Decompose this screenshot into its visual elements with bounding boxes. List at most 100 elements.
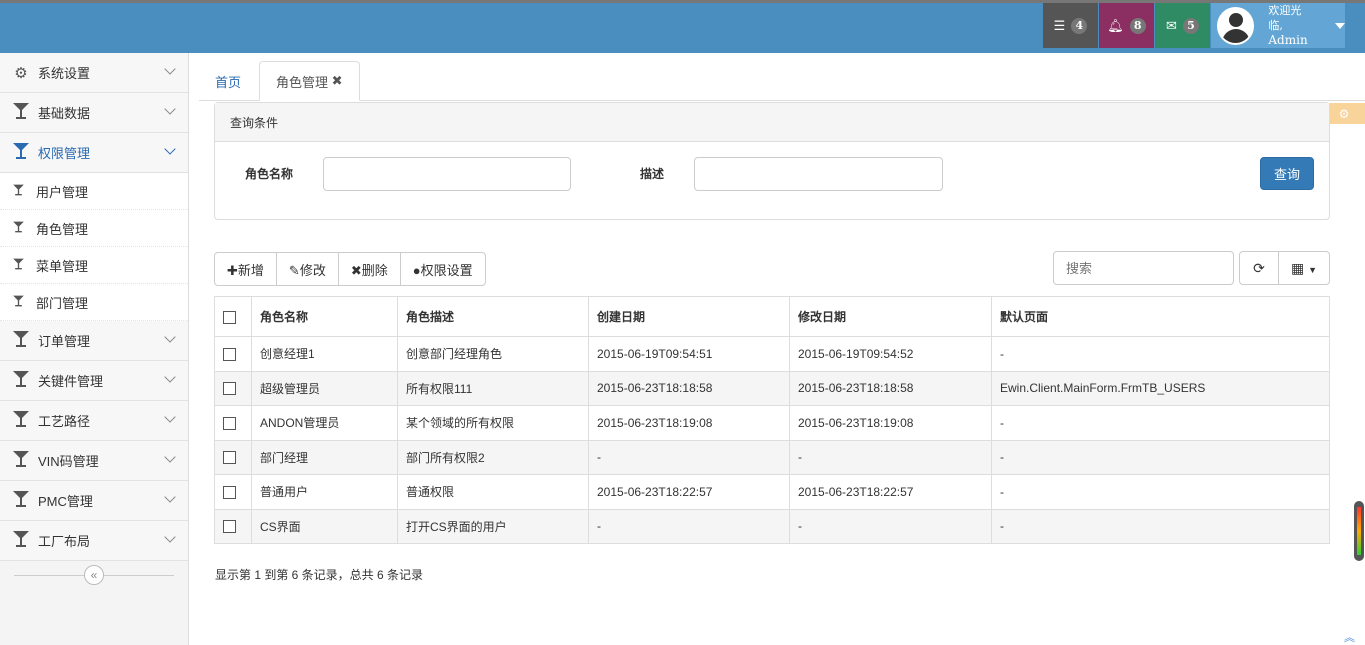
columns-button[interactable]: ▦ ▼	[1278, 251, 1330, 285]
sidebar-item-label: PMC管理	[38, 494, 93, 509]
sidebar-subitem[interactable]: 菜单管理	[0, 247, 188, 284]
row-checkbox[interactable]	[223, 520, 236, 534]
edit-button[interactable]: ✎修改	[275, 252, 339, 286]
add-label: 新增	[237, 262, 264, 278]
perm-label: 权限设置	[420, 262, 473, 278]
column-header[interactable]: 默认页面	[991, 296, 1330, 337]
welcome-text: 欢迎光临,	[1268, 4, 1302, 32]
filter-icon	[12, 450, 30, 472]
table-row[interactable]: 普通用户 普通权限 2015-06-23T18:22:57 2015-06-23T18…	[214, 474, 1330, 510]
tasks-badge: 4	[1071, 17, 1088, 34]
role-name-input[interactable]	[323, 157, 571, 191]
sidebar-item[interactable]: 权限管理	[0, 133, 188, 173]
desc-input[interactable]	[694, 157, 943, 191]
messages-badge: 5	[1182, 17, 1199, 34]
sidebar-item[interactable]: 工厂布局	[0, 521, 188, 561]
sidebar-subitem[interactable]: 部门管理	[0, 284, 188, 321]
table-row[interactable]: 超级管理员 所有权限111 2015-06-23T18:18:58 2015-06-2…	[214, 370, 1330, 406]
sidebar-item[interactable]: 关键件管理	[0, 361, 188, 401]
close-icon[interactable]: ✖	[331, 73, 343, 88]
messages-button[interactable]: ✉ 5	[1155, 3, 1210, 48]
table-cell: 超级管理员	[251, 370, 398, 406]
sidebar-item[interactable]: PMC管理	[0, 481, 188, 521]
table-cell: Ewin.Client.MainForm.FrmTB_USERS	[991, 370, 1330, 406]
column-header[interactable]: 创建日期	[588, 296, 790, 337]
row-checkbox[interactable]	[223, 382, 236, 396]
column-header[interactable]: 角色描述	[397, 296, 589, 337]
table-cell: 创意部门经理角色	[397, 336, 589, 372]
sidebar-item[interactable]: 工艺路径	[0, 401, 188, 441]
chevron-down-icon	[164, 103, 176, 115]
scroll-indicator[interactable]	[1354, 501, 1364, 561]
sidebar-subitem-label: 角色管理	[36, 221, 89, 237]
row-checkbox[interactable]	[223, 416, 236, 430]
row-checkbox[interactable]	[223, 347, 236, 361]
table-row[interactable]: ANDON管理员 某个领域的所有权限 2015-06-23T18:19:08 2015…	[214, 405, 1330, 441]
filter-icon	[12, 410, 30, 432]
table-cell: 2015-06-19T09:54:51	[588, 336, 790, 372]
caret-down-icon	[1335, 22, 1345, 29]
table-cell: -	[588, 439, 790, 475]
table-cell: 某个领域的所有权限	[397, 405, 589, 441]
sidebar-item[interactable]: ⚙ 系统设置	[0, 53, 188, 93]
table-cell: 2015-06-23T18:18:58	[588, 370, 790, 406]
back-to-top-icon[interactable]: ︽	[1344, 632, 1355, 644]
row-checkbox[interactable]	[223, 451, 236, 465]
sidebar-item-label: 订单管理	[38, 334, 91, 349]
column-header[interactable]: 修改日期	[789, 296, 992, 337]
settings-gear-button[interactable]: ⚙	[1323, 103, 1365, 124]
tasks-button[interactable]: ☰ 4	[1043, 3, 1098, 48]
sidebar-item[interactable]: VIN码管理	[0, 441, 188, 481]
table-toolbar: ✚新增 ✎修改 ✖删除 ●权限设置	[214, 252, 486, 286]
table-cell: 2015-06-23T18:19:08	[588, 405, 790, 441]
sidebar-item-label: 权限管理	[38, 146, 91, 161]
sidebar-item[interactable]: 基础数据	[0, 93, 188, 133]
table-cell: 2015-06-23T18:18:58	[789, 370, 992, 406]
column-header[interactable]: 角色名称	[251, 296, 398, 337]
table-cell: 2015-06-23T18:22:57	[789, 474, 992, 510]
table-cell: 2015-06-19T09:54:52	[789, 336, 992, 372]
sidebar-item-label: 关键件管理	[38, 374, 104, 389]
add-button[interactable]: ✚新增	[214, 252, 277, 286]
sidebar-subitem[interactable]: 用户管理	[0, 173, 188, 210]
permission-settings-button[interactable]: ●权限设置	[399, 252, 486, 286]
tab-role-management[interactable]: 角色管理 ✖	[259, 61, 360, 101]
table-cell: 创意经理1	[251, 336, 398, 372]
row-checkbox[interactable]	[223, 485, 236, 499]
table-cell: 打开CS界面的用户	[397, 508, 589, 544]
table-row[interactable]: 部门经理 部门所有权限2- - -	[214, 439, 1330, 475]
avatar	[1217, 6, 1255, 45]
bell-icon: 🔔︎	[1107, 17, 1124, 33]
sidebar-subitem[interactable]: 角色管理	[0, 210, 188, 247]
refresh-button[interactable]: ⟳	[1239, 251, 1279, 285]
filter-icon	[11, 221, 25, 236]
table-cell: -	[789, 439, 992, 475]
user-menu[interactable]: 欢迎光临, Admin	[1211, 3, 1345, 48]
delete-button[interactable]: ✖删除	[337, 252, 401, 286]
sidebar-item-label: VIN码管理	[38, 454, 99, 469]
row-select-cell	[214, 336, 252, 372]
double-chevron-left-icon[interactable]: «	[84, 565, 104, 585]
filter-icon	[12, 370, 30, 392]
tab-label: 角色管理	[276, 74, 329, 90]
row-select-cell	[214, 508, 252, 544]
select-all-checkbox[interactable]	[223, 310, 236, 324]
tab-home[interactable]: 首页	[215, 74, 242, 90]
table-row[interactable]: CS界面 打开CS界面的用户 - - -	[214, 508, 1330, 544]
sidebar-subitem-label: 部门管理	[36, 295, 89, 311]
notifications-button[interactable]: 🔔︎ 8	[1099, 3, 1154, 48]
chevron-down-icon	[164, 451, 176, 463]
query-button[interactable]: 查询	[1260, 157, 1314, 190]
search-input[interactable]	[1053, 251, 1234, 285]
table-cell: -	[588, 508, 790, 544]
envelope-icon: ✉	[1166, 17, 1177, 33]
grid-icon: ▦	[1290, 259, 1305, 276]
filter-icon	[11, 184, 25, 199]
sidebar-item[interactable]: 订单管理	[0, 321, 188, 361]
sidebar: ⚙ 系统设置 基础数据权限管理用户管理角色管理菜单管理部门管理订单管理关键件管理工艺…	[0, 53, 189, 645]
table-row[interactable]: 创意经理1 创意部门经理角色 2015-06-19T09:54:51 2015-06-…	[214, 336, 1330, 372]
gear-icon: ⚙	[1338, 106, 1350, 121]
panel-title: 查询条件	[215, 103, 1329, 142]
filter-icon	[11, 295, 25, 310]
tab-bar: 首页 角色管理 ✖	[199, 61, 1365, 101]
